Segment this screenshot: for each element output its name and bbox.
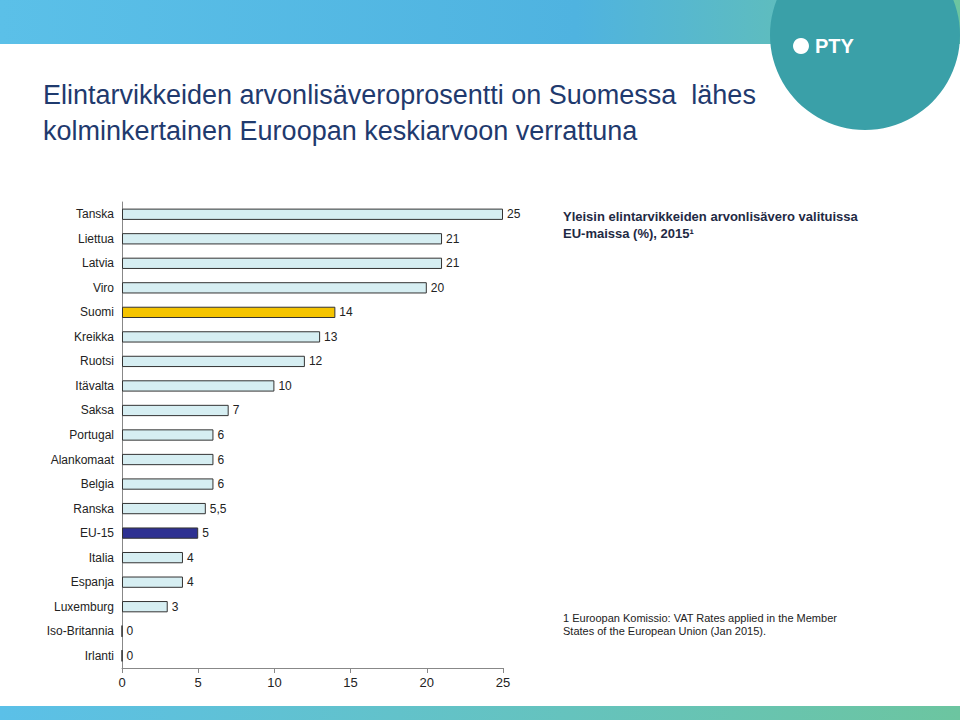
svg-text:20: 20 xyxy=(431,281,445,295)
svg-text:EU-maissa (%), 2015¹: EU-maissa (%), 2015¹ xyxy=(563,226,694,241)
svg-text:Suomi: Suomi xyxy=(80,305,114,319)
svg-text:Espanja: Espanja xyxy=(71,575,115,589)
svg-text:25: 25 xyxy=(496,675,510,690)
svg-text:7: 7 xyxy=(233,403,240,417)
svg-text:10: 10 xyxy=(278,379,292,393)
svg-text:12: 12 xyxy=(309,354,323,368)
svg-text:15: 15 xyxy=(343,675,357,690)
svg-text:Tanska: Tanska xyxy=(76,207,114,221)
svg-text:Yleisin elintarvikkeiden arvon: Yleisin elintarvikkeiden arvonlisävero v… xyxy=(563,209,861,224)
svg-text:6: 6 xyxy=(217,477,224,491)
svg-text:14: 14 xyxy=(339,305,353,319)
svg-text:10: 10 xyxy=(267,675,281,690)
svg-text:Italia: Italia xyxy=(89,551,115,565)
svg-text:Ranska: Ranska xyxy=(73,502,114,516)
svg-text:1 Euroopan Komissio: VAT Rates: 1 Euroopan Komissio: VAT Rates applied i… xyxy=(563,612,840,624)
svg-text:5,5: 5,5 xyxy=(210,502,227,516)
svg-text:6: 6 xyxy=(217,453,224,467)
svg-text:21: 21 xyxy=(446,256,460,270)
svg-text:5: 5 xyxy=(202,526,209,540)
svg-text:Viro: Viro xyxy=(93,281,114,295)
svg-text:States of the European Union (: States of the European Union (Jan 2015). xyxy=(563,625,766,637)
svg-text:4: 4 xyxy=(187,551,194,565)
svg-text:Irlanti: Irlanti xyxy=(85,649,114,663)
svg-text:20: 20 xyxy=(420,675,434,690)
svg-text:21: 21 xyxy=(446,232,460,246)
svg-text:Liettua: Liettua xyxy=(78,232,114,246)
svg-text:Luxemburg: Luxemburg xyxy=(54,600,114,614)
svg-text:Belgia: Belgia xyxy=(81,477,115,491)
svg-text:Ruotsi: Ruotsi xyxy=(80,354,114,368)
svg-text:Latvia: Latvia xyxy=(82,256,114,270)
svg-text:25: 25 xyxy=(507,207,521,221)
svg-text:Iso-Britannia: Iso-Britannia xyxy=(47,624,115,638)
svg-text:3: 3 xyxy=(172,600,179,614)
svg-text:Elintarvikkeiden arvonlisävero: Elintarvikkeiden arvonlisäveroprosentti … xyxy=(43,80,763,110)
svg-text:6: 6 xyxy=(217,428,224,442)
svg-text:0: 0 xyxy=(118,675,125,690)
svg-text:5: 5 xyxy=(195,675,202,690)
svg-text:Alankomaat: Alankomaat xyxy=(51,453,115,467)
svg-text:Kreikka: Kreikka xyxy=(74,330,114,344)
svg-text:Itävalta: Itävalta xyxy=(75,379,114,393)
svg-text:4: 4 xyxy=(187,575,194,589)
svg-text:Saksa: Saksa xyxy=(81,403,115,417)
svg-text:0: 0 xyxy=(127,649,134,663)
svg-text:13: 13 xyxy=(324,330,338,344)
svg-text:PTY: PTY xyxy=(815,35,855,57)
svg-text:0: 0 xyxy=(127,624,134,638)
svg-text:kolminkertainen Euroopan keski: kolminkertainen Euroopan keskiarvoon ver… xyxy=(43,116,638,146)
svg-text:EU-15: EU-15 xyxy=(80,526,114,540)
svg-text:Portugal: Portugal xyxy=(69,428,114,442)
